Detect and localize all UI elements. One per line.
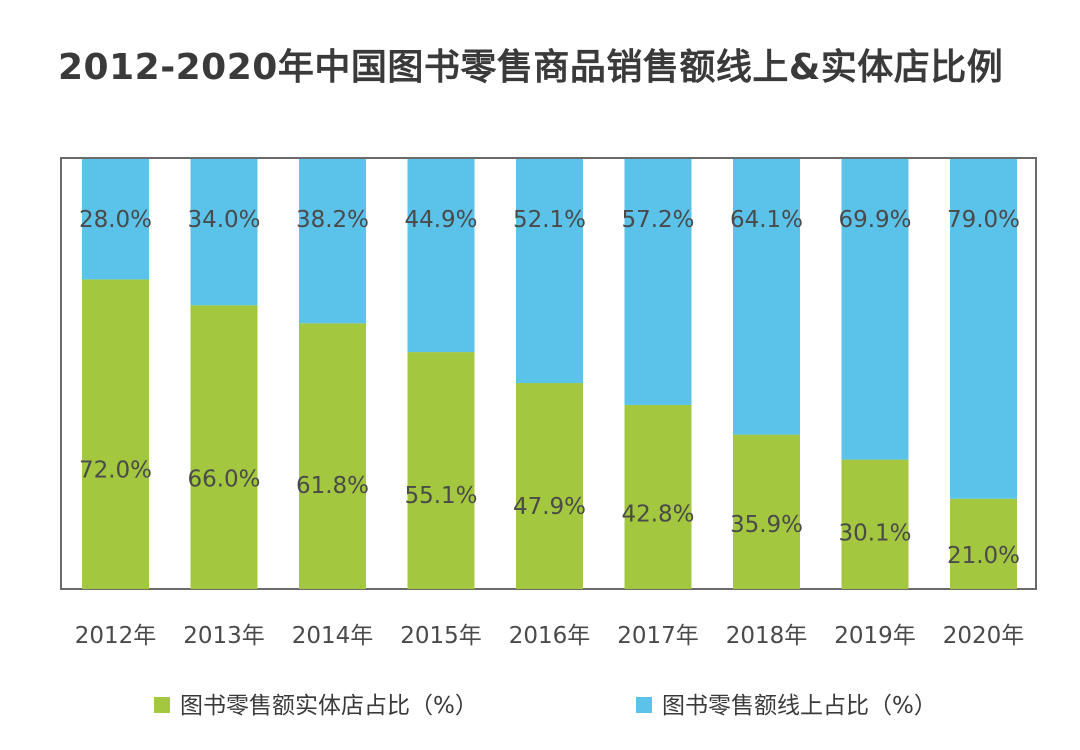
bar-label-online-5: 57.2% [621, 207, 694, 233]
bar-store-2 [299, 323, 366, 589]
bar-label-store-8: 21.0% [947, 543, 1020, 569]
bar-label-store-5: 42.8% [621, 502, 694, 528]
bar-label-store-0: 72.0% [79, 458, 152, 484]
bar-label-store-7: 30.1% [838, 521, 911, 547]
legend-swatch-store [154, 697, 170, 713]
bar-label-store-1: 66.0% [187, 467, 260, 493]
bars-layer [82, 159, 1017, 589]
bar-online-7 [841, 159, 909, 460]
bar-store-7 [841, 459, 909, 589]
bar-label-online-0: 28.0% [79, 207, 152, 233]
bar-store-5 [624, 404, 692, 589]
bar-label-online-4: 52.1% [513, 207, 586, 233]
x-tick-label: 2013年 [183, 623, 265, 649]
bar-online-8 [950, 159, 1017, 499]
bar-label-online-6: 64.1% [730, 207, 803, 233]
bar-online-1 [190, 159, 258, 306]
bar-online-6 [733, 159, 800, 435]
legend-label-online: 图书零售额线上占比（%） [662, 693, 937, 719]
legend-swatch-online [636, 697, 652, 713]
bar-label-online-2: 38.2% [296, 207, 369, 233]
x-tick-label: 2018年 [726, 623, 808, 649]
x-tick-label: 2019年 [834, 623, 916, 649]
bar-online-0 [82, 159, 149, 280]
bar-label-store-4: 47.9% [513, 494, 586, 520]
x-tick-label: 2016年 [509, 623, 591, 649]
bar-online-2 [299, 159, 366, 324]
bar-label-online-8: 79.0% [947, 207, 1020, 233]
bar-online-3 [407, 159, 475, 353]
legend-label-store: 图书零售额实体店占比（%） [180, 693, 478, 719]
bar-store-6 [733, 434, 800, 589]
bar-label-online-7: 69.9% [838, 207, 911, 233]
bar-label-store-6: 35.9% [730, 512, 803, 538]
bar-store-4 [516, 383, 583, 589]
bar-store-0 [82, 279, 149, 589]
x-axis-ticks: 2012年 2013年 2014年 2015年 2016年 2017年 2018年 2019年… [75, 623, 1025, 649]
chart-title: 2012-2020年中国图书零售商品销售额线上&实体店比例 [58, 47, 1004, 88]
x-tick-label: 2014年 [292, 623, 374, 649]
bar-labels-layer: 72.0% 28.0% 66.0% 34.0% 61.8% 38.2% 55.1% 44.9%… [79, 207, 1020, 569]
x-tick-label: 2020年 [943, 623, 1025, 649]
x-tick-label: 2012年 [75, 623, 157, 649]
bar-label-store-3: 55.1% [404, 483, 477, 509]
bar-online-4 [516, 159, 583, 384]
bar-store-8 [950, 498, 1017, 589]
x-tick-label: 2015年 [400, 623, 482, 649]
bar-store-1 [190, 305, 258, 589]
bar-label-online-3: 44.9% [404, 207, 477, 233]
bar-store-3 [407, 352, 475, 589]
bar-label-online-1: 34.0% [187, 207, 260, 233]
bar-label-store-2: 61.8% [296, 473, 369, 499]
legend: 图书零售额实体店占比（%） 图书零售额线上占比（%） [154, 693, 937, 719]
bar-online-5 [624, 159, 692, 405]
x-tick-label: 2017年 [617, 623, 699, 649]
